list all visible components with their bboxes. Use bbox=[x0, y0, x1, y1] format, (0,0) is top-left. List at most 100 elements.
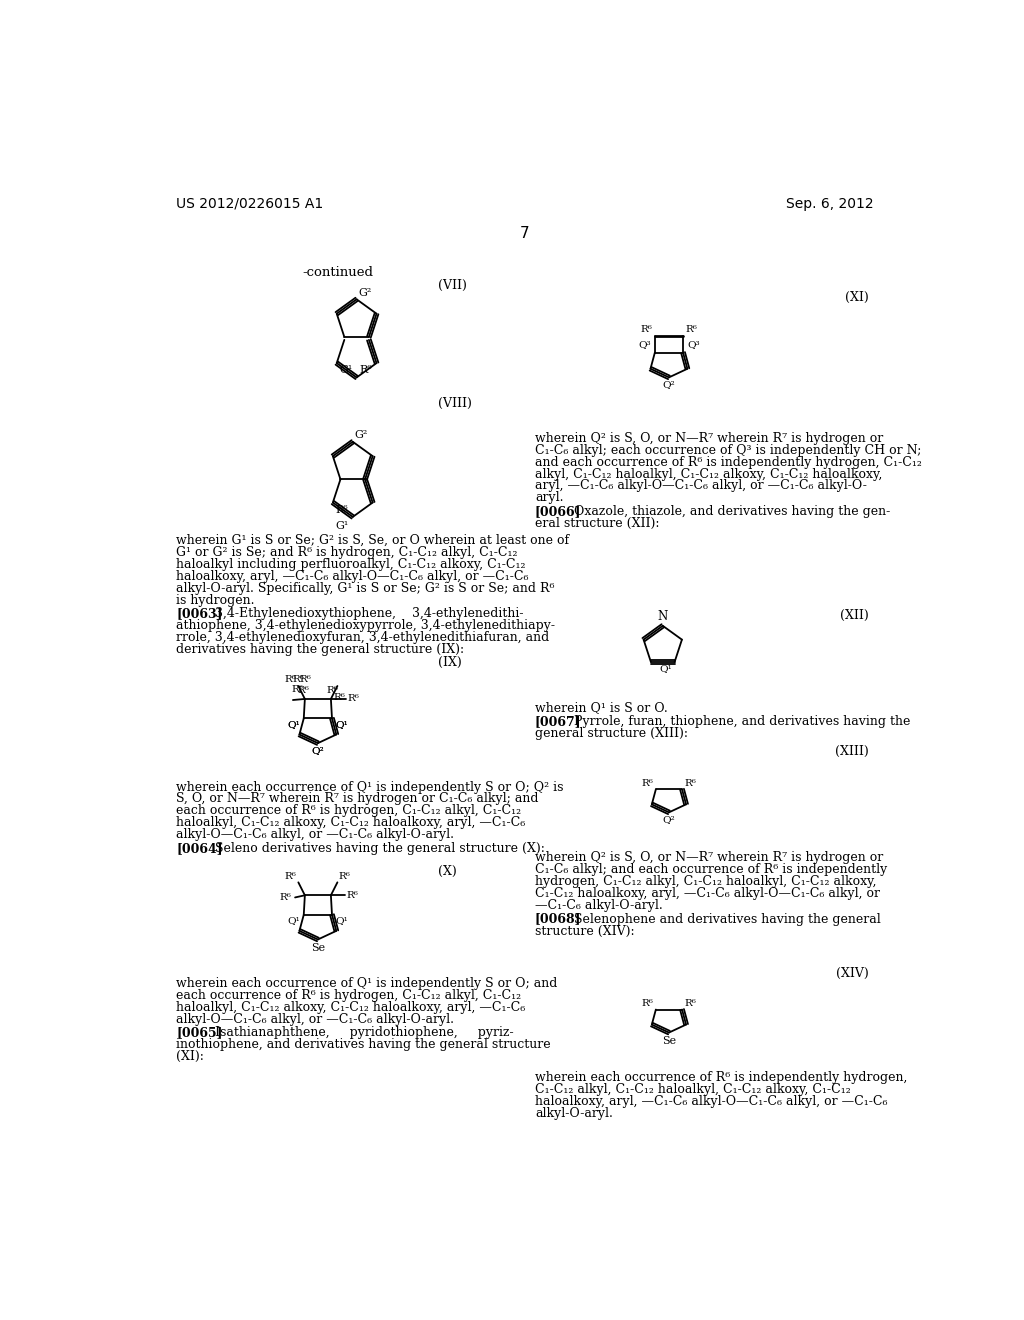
Text: wherein Q¹ is S or O.: wherein Q¹ is S or O. bbox=[535, 701, 668, 714]
Text: hydrogen, C₁-C₁₂ alkyl, C₁-C₁₂ haloalkyl, C₁-C₁₂ alkoxy,: hydrogen, C₁-C₁₂ alkyl, C₁-C₁₂ haloalkyl… bbox=[535, 875, 877, 888]
Text: haloalkyl including perfluoroalkyl, C₁-C₁₂ alkoxy, C₁-C₁₂: haloalkyl including perfluoroalkyl, C₁-C… bbox=[176, 558, 525, 572]
Text: G¹: G¹ bbox=[336, 521, 349, 531]
Text: (XI): (XI) bbox=[845, 290, 869, 304]
Text: N: N bbox=[657, 610, 668, 623]
Text: Oxazole, thiazole, and derivatives having the gen-: Oxazole, thiazole, and derivatives havin… bbox=[573, 506, 890, 517]
Text: Selenophene and derivatives having the general: Selenophene and derivatives having the g… bbox=[573, 912, 881, 925]
Text: R⁶: R⁶ bbox=[292, 685, 303, 693]
Text: (XI):: (XI): bbox=[176, 1051, 204, 1063]
Text: C₁-C₆ alkyl; and each occurrence of R⁶ is independently: C₁-C₆ alkyl; and each occurrence of R⁶ i… bbox=[535, 863, 887, 876]
Text: haloalkyl, C₁-C₁₂ alkoxy, C₁-C₁₂ haloalkoxy, aryl, —C₁-C₆: haloalkyl, C₁-C₁₂ alkoxy, C₁-C₁₂ haloalk… bbox=[176, 1001, 525, 1014]
Text: alkyl-O-aryl. Specifically, G¹ is S or Se; G² is S or Se; and R⁶: alkyl-O-aryl. Specifically, G¹ is S or S… bbox=[176, 582, 555, 595]
Text: Q²: Q² bbox=[663, 380, 675, 389]
Text: R⁶: R⁶ bbox=[285, 871, 297, 880]
Text: alkyl-O—C₁-C₆ alkyl, or —C₁-C₆ alkyl-O-aryl.: alkyl-O—C₁-C₆ alkyl, or —C₁-C₆ alkyl-O-a… bbox=[176, 829, 454, 841]
Text: eral structure (XII):: eral structure (XII): bbox=[535, 517, 659, 529]
Text: C₁-C₁₂ alkyl, C₁-C₁₂ haloalkyl, C₁-C₁₂ alkoxy, C₁-C₁₂: C₁-C₁₂ alkyl, C₁-C₁₂ haloalkyl, C₁-C₁₂ a… bbox=[535, 1082, 851, 1096]
Text: wherein each occurrence of Q¹ is independently S or O; and: wherein each occurrence of Q¹ is indepen… bbox=[176, 977, 557, 990]
Text: G²: G² bbox=[358, 288, 372, 298]
Text: R⁶: R⁶ bbox=[297, 686, 309, 696]
Text: [0067]: [0067] bbox=[535, 715, 582, 729]
Text: Q¹: Q¹ bbox=[659, 664, 673, 673]
Text: R⁶: R⁶ bbox=[300, 675, 311, 684]
Text: R⁶: R⁶ bbox=[684, 779, 696, 788]
Text: Q¹: Q¹ bbox=[287, 719, 300, 729]
Text: alkyl-O-aryl.: alkyl-O-aryl. bbox=[535, 1106, 612, 1119]
Text: R⁶: R⁶ bbox=[347, 694, 359, 704]
Text: S, O, or N—R⁷ wherein R⁷ is hydrogen or C₁-C₆ alkyl; and: S, O, or N—R⁷ wherein R⁷ is hydrogen or … bbox=[176, 792, 539, 805]
Text: [0068]: [0068] bbox=[535, 912, 582, 925]
Text: —C₁-C₆ alkyl-O-aryl.: —C₁-C₆ alkyl-O-aryl. bbox=[535, 899, 663, 912]
Text: inothiophene, and derivatives having the general structure: inothiophene, and derivatives having the… bbox=[176, 1038, 551, 1051]
Text: G¹ or G² is Se; and R⁶ is hydrogen, C₁-C₁₂ alkyl, C₁-C₁₂: G¹ or G² is Se; and R⁶ is hydrogen, C₁-C… bbox=[176, 546, 517, 560]
Text: aryl.: aryl. bbox=[535, 491, 563, 504]
Text: general structure (XIII):: general structure (XIII): bbox=[535, 727, 688, 741]
Text: R⁶: R⁶ bbox=[346, 891, 358, 900]
Text: -continued: -continued bbox=[302, 267, 374, 280]
Text: Q²: Q² bbox=[311, 746, 325, 755]
Text: 7: 7 bbox=[520, 226, 529, 242]
Text: [0065]: [0065] bbox=[176, 1026, 222, 1039]
Text: (VII): (VII) bbox=[438, 280, 467, 292]
Text: R⁶: R⁶ bbox=[642, 779, 653, 788]
Text: (XII): (XII) bbox=[840, 609, 869, 622]
Text: R⁶: R⁶ bbox=[335, 504, 348, 515]
Text: athiophene, 3,4-ethylenedioxypyrrole, 3,4-ethylenedithiapy-: athiophene, 3,4-ethylenedioxypyrrole, 3,… bbox=[176, 619, 555, 632]
Text: (X): (X) bbox=[438, 866, 457, 878]
Text: [0066]: [0066] bbox=[535, 506, 582, 517]
Text: haloalkoxy, aryl, —C₁-C₆ alkyl-O—C₁-C₆ alkyl, or —C₁-C₆: haloalkoxy, aryl, —C₁-C₆ alkyl-O—C₁-C₆ a… bbox=[535, 1094, 888, 1107]
Text: alkyl, C₁-C₁₂ haloalkyl, C₁-C₁₂ alkoxy, C₁-C₁₂ haloalkoxy,: alkyl, C₁-C₁₂ haloalkyl, C₁-C₁₂ alkoxy, … bbox=[535, 467, 883, 480]
Text: [0063]: [0063] bbox=[176, 607, 222, 620]
Text: US 2012/0226015 A1: US 2012/0226015 A1 bbox=[176, 197, 324, 211]
Text: R⁶: R⁶ bbox=[284, 676, 296, 685]
Text: and each occurrence of R⁶ is independently hydrogen, C₁-C₁₂: and each occurrence of R⁶ is independent… bbox=[535, 455, 922, 469]
Text: each occurrence of R⁶ is hydrogen, C₁-C₁₂ alkyl, C₁-C₁₂: each occurrence of R⁶ is hydrogen, C₁-C₁… bbox=[176, 804, 521, 817]
Text: wherein Q² is S, O, or N—R⁷ wherein R⁷ is hydrogen or: wherein Q² is S, O, or N—R⁷ wherein R⁷ i… bbox=[535, 851, 883, 865]
Text: derivatives having the general structure (IX):: derivatives having the general structure… bbox=[176, 643, 464, 656]
Text: Q²: Q² bbox=[663, 816, 675, 825]
Text: R⁶: R⁶ bbox=[339, 871, 351, 880]
Text: R⁶: R⁶ bbox=[359, 366, 373, 375]
Text: C₁-C₁₂ haloalkoxy, aryl, —C₁-C₆ alkyl-O—C₁-C₆ alkyl, or: C₁-C₁₂ haloalkoxy, aryl, —C₁-C₆ alkyl-O—… bbox=[535, 887, 880, 900]
Text: Q¹: Q¹ bbox=[287, 719, 300, 729]
Text: [0064]: [0064] bbox=[176, 842, 222, 855]
Text: Se: Se bbox=[662, 1036, 676, 1045]
Text: (IX): (IX) bbox=[438, 656, 462, 669]
Text: wherein each occurrence of R⁶ is independently hydrogen,: wherein each occurrence of R⁶ is indepen… bbox=[535, 1071, 907, 1084]
Text: Q¹: Q¹ bbox=[287, 916, 300, 925]
Text: haloalkoxy, aryl, —C₁-C₆ alkyl-O—C₁-C₆ alkyl, or —C₁-C₆: haloalkoxy, aryl, —C₁-C₆ alkyl-O—C₁-C₆ a… bbox=[176, 570, 528, 583]
Text: Q³: Q³ bbox=[687, 341, 699, 348]
Text: R⁶: R⁶ bbox=[685, 325, 697, 334]
Text: G²: G² bbox=[354, 430, 368, 441]
Text: R⁶: R⁶ bbox=[293, 676, 304, 685]
Text: rrole, 3,4-ethylenedioxyfuran, 3,4-ethylenedithiafuran, and: rrole, 3,4-ethylenedioxyfuran, 3,4-ethyl… bbox=[176, 631, 549, 644]
Text: Isathianaphthene,     pyridothiophene,     pyriz-: Isathianaphthene, pyridothiophene, pyriz… bbox=[215, 1026, 513, 1039]
Text: R⁶: R⁶ bbox=[333, 693, 345, 702]
Text: Seleno derivatives having the general structure (X):: Seleno derivatives having the general st… bbox=[215, 842, 545, 855]
Text: each occurrence of R⁶ is hydrogen, C₁-C₁₂ alkyl, C₁-C₁₂: each occurrence of R⁶ is hydrogen, C₁-C₁… bbox=[176, 989, 521, 1002]
Text: R⁶: R⁶ bbox=[641, 325, 652, 334]
Text: R⁶: R⁶ bbox=[327, 686, 338, 696]
Text: Se: Se bbox=[311, 942, 325, 953]
Text: Q¹: Q¹ bbox=[336, 916, 348, 925]
Text: Q³: Q³ bbox=[638, 341, 651, 348]
Text: alkyl-O—C₁-C₆ alkyl, or —C₁-C₆ alkyl-O-aryl.: alkyl-O—C₁-C₆ alkyl, or —C₁-C₆ alkyl-O-a… bbox=[176, 1012, 454, 1026]
Text: wherein G¹ is S or Se; G² is S, Se, or O wherein at least one of: wherein G¹ is S or Se; G² is S, Se, or O… bbox=[176, 535, 569, 548]
Text: C₁-C₆ alkyl; each occurrence of Q³ is independently CH or N;: C₁-C₆ alkyl; each occurrence of Q³ is in… bbox=[535, 444, 922, 457]
Text: is hydrogen.: is hydrogen. bbox=[176, 594, 255, 607]
Text: Pyrrole, furan, thiophene, and derivatives having the: Pyrrole, furan, thiophene, and derivativ… bbox=[573, 715, 910, 729]
Text: (XIV): (XIV) bbox=[837, 966, 869, 979]
Text: Q²: Q² bbox=[311, 746, 325, 755]
Text: haloalkyl, C₁-C₁₂ alkoxy, C₁-C₁₂ haloalkoxy, aryl, —C₁-C₆: haloalkyl, C₁-C₁₂ alkoxy, C₁-C₁₂ haloalk… bbox=[176, 816, 525, 829]
Text: Q¹: Q¹ bbox=[336, 719, 348, 729]
Text: Sep. 6, 2012: Sep. 6, 2012 bbox=[786, 197, 873, 211]
Text: G¹: G¹ bbox=[339, 366, 352, 375]
Text: structure (XIV):: structure (XIV): bbox=[535, 924, 635, 937]
Text: R⁶: R⁶ bbox=[684, 999, 696, 1008]
Text: wherein Q² is S, O, or N—R⁷ wherein R⁷ is hydrogen or: wherein Q² is S, O, or N—R⁷ wherein R⁷ i… bbox=[535, 432, 883, 445]
Text: (VIII): (VIII) bbox=[438, 397, 472, 411]
Text: R⁶: R⁶ bbox=[280, 892, 291, 902]
Text: 3,4-Ethylenedioxythiophene,    3,4-ethylenedithi-: 3,4-Ethylenedioxythiophene, 3,4-ethylene… bbox=[215, 607, 523, 620]
Text: aryl, —C₁-C₆ alkyl-O—C₁-C₆ alkyl, or —C₁-C₆ alkyl-O-: aryl, —C₁-C₆ alkyl-O—C₁-C₆ alkyl, or —C₁… bbox=[535, 479, 866, 492]
Text: (XIII): (XIII) bbox=[836, 744, 869, 758]
